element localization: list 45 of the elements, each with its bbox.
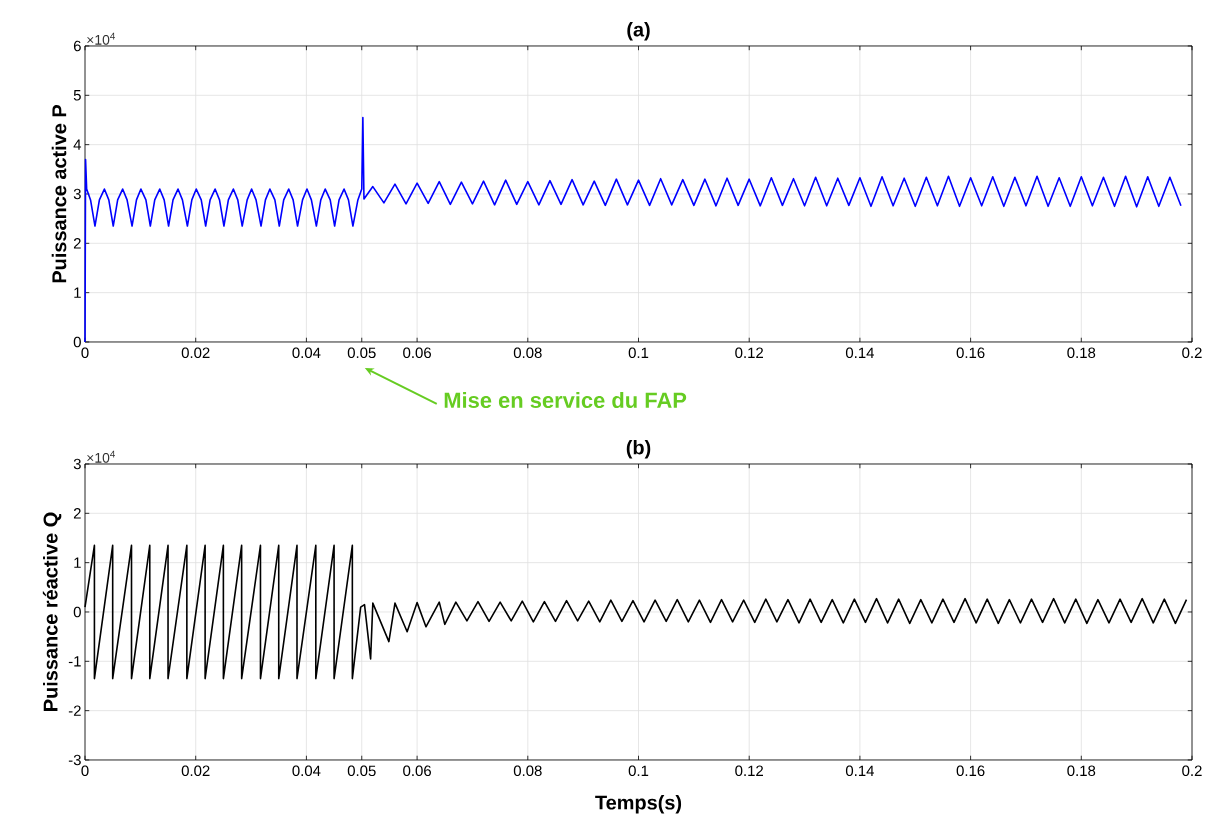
y-tick-label: 0 (73, 606, 81, 618)
x-tick-label: 0.08 (513, 347, 542, 359)
y-tick-label: 3 (73, 188, 81, 200)
x-tick-label: 0.16 (956, 765, 985, 777)
x-tick-label: 0.05 (347, 765, 376, 777)
y-tick-label: 2 (73, 508, 81, 519)
line-series (84, 116, 1182, 343)
x-tick-label: 0.08 (513, 765, 542, 777)
x-tick-label: 0.12 (735, 347, 763, 359)
y-tick-label: -1 (68, 656, 81, 667)
y-tick-label: -2 (68, 705, 81, 716)
x-tick-label: 0.05 (347, 347, 376, 359)
y-tick-label: 0 (73, 336, 81, 348)
y-axis-title: Puissance active P (51, 104, 67, 283)
chart-title: (b) (626, 439, 651, 459)
text: ×10$^{4}$ (87, 450, 116, 463)
x-tick-label: 0.2 (1182, 347, 1202, 359)
y-tick-label: -3 (68, 754, 81, 766)
x-tick-label: 0.12 (735, 765, 763, 777)
y-tick-label: 1 (74, 557, 81, 568)
y-tick-label: 1 (74, 287, 81, 298)
x-tick-label: 0.18 (1067, 347, 1096, 359)
x-tick-label: 0.04 (292, 347, 321, 359)
y-tick-label: 2 (73, 238, 81, 249)
chart-title: (a) (627, 21, 650, 41)
y-tick-label: 3 (73, 458, 81, 470)
y-axis-title: Puissance réactive Q (42, 512, 62, 711)
x-tick-label: 0.02 (181, 347, 210, 359)
x-axis-title: Temps(s) (595, 794, 682, 814)
x-tick-label: 0.16 (956, 347, 985, 359)
x-tick-label: 0.14 (845, 765, 875, 777)
x-tick-label: 0.1 (628, 765, 649, 777)
x-tick-label: 0.04 (292, 765, 321, 777)
y-tick-label: 6 (73, 40, 81, 52)
x-tick-label: 0.18 (1067, 765, 1096, 777)
text: Mise en service du FAP (444, 391, 687, 409)
x-tick-label: 0.1 (628, 347, 649, 359)
x-tick-label: 0.06 (403, 765, 431, 777)
text: ×10$^{4}$ (87, 32, 116, 45)
y-tick-label: 5 (73, 90, 81, 101)
x-tick-label: 0.2 (1182, 765, 1202, 777)
y-tick-label: 4 (73, 139, 82, 150)
x-tick-label: 0.02 (181, 765, 210, 777)
x-tick-label: 0.14 (845, 347, 875, 359)
x-tick-label: 0.06 (403, 347, 431, 359)
